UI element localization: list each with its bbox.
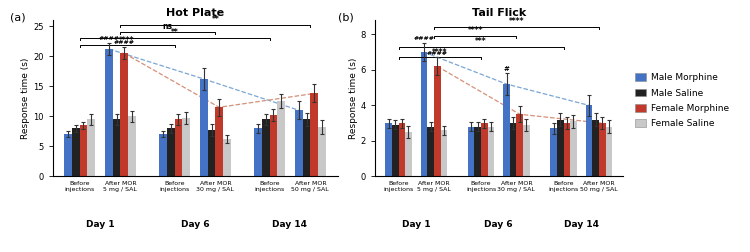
Text: ####: #### (114, 40, 135, 45)
Text: ####: #### (413, 37, 434, 42)
Text: (a): (a) (10, 12, 26, 22)
Text: **: ** (171, 28, 178, 37)
Text: ****: **** (509, 17, 524, 26)
Text: (b): (b) (338, 12, 354, 22)
Bar (421, 52, 428, 176)
Text: ****: **** (432, 48, 448, 57)
Bar (215, 107, 223, 176)
Bar (405, 132, 412, 176)
Bar (128, 116, 136, 176)
Bar (223, 139, 230, 176)
Bar (468, 127, 475, 176)
Bar (475, 127, 481, 176)
Bar (517, 114, 523, 176)
Text: #: # (503, 66, 509, 72)
Bar (386, 123, 392, 176)
Text: Day 6: Day 6 (484, 220, 513, 229)
Text: Day 6: Day 6 (181, 220, 209, 229)
Bar (270, 115, 278, 176)
Bar (398, 123, 405, 176)
Text: Day 1: Day 1 (86, 220, 114, 229)
Bar (167, 128, 175, 176)
Bar (599, 123, 605, 176)
Text: ####: #### (427, 51, 448, 56)
Bar (254, 128, 262, 176)
Bar (592, 120, 599, 176)
Text: ****: **** (119, 36, 135, 45)
Bar (105, 49, 112, 176)
Title: Hot Plate: Hot Plate (166, 8, 224, 18)
Y-axis label: Response time (s): Response time (s) (349, 58, 358, 139)
Bar (434, 66, 440, 176)
Bar (570, 121, 577, 176)
Legend: Male Morphine, Male Saline, Female Morphine, Female Saline: Male Morphine, Male Saline, Female Morph… (634, 73, 729, 128)
Bar (262, 119, 270, 176)
Bar (87, 119, 94, 176)
Bar (550, 129, 557, 176)
Text: Day 14: Day 14 (272, 220, 308, 229)
Bar (503, 84, 510, 176)
Bar (296, 110, 303, 176)
Text: ***: *** (476, 37, 487, 46)
Bar (64, 134, 72, 176)
Bar (392, 125, 398, 176)
Bar (488, 127, 494, 176)
Bar (440, 130, 447, 176)
Bar (427, 127, 434, 176)
Bar (318, 127, 326, 176)
Bar (510, 123, 517, 176)
Bar (175, 119, 182, 176)
Bar (310, 93, 318, 176)
Bar (182, 117, 190, 176)
Bar (160, 134, 167, 176)
Bar (481, 123, 488, 176)
Bar (586, 105, 592, 176)
Bar (120, 53, 128, 176)
Bar (200, 79, 208, 176)
Text: **: ** (211, 15, 219, 24)
Bar (563, 123, 570, 176)
Bar (80, 125, 87, 176)
Bar (278, 101, 285, 176)
Bar (523, 125, 530, 176)
Bar (112, 119, 120, 176)
Bar (557, 120, 563, 176)
Text: Day 14: Day 14 (564, 220, 598, 229)
Bar (605, 127, 612, 176)
Text: ####: #### (98, 36, 119, 41)
Bar (208, 130, 215, 176)
Text: ****: **** (467, 26, 483, 35)
Bar (72, 128, 80, 176)
Text: Day 1: Day 1 (402, 220, 430, 229)
Y-axis label: Response time (s): Response time (s) (21, 58, 30, 139)
Text: ns: ns (163, 22, 172, 32)
Bar (303, 119, 310, 176)
Title: Tail Flick: Tail Flick (472, 8, 526, 18)
